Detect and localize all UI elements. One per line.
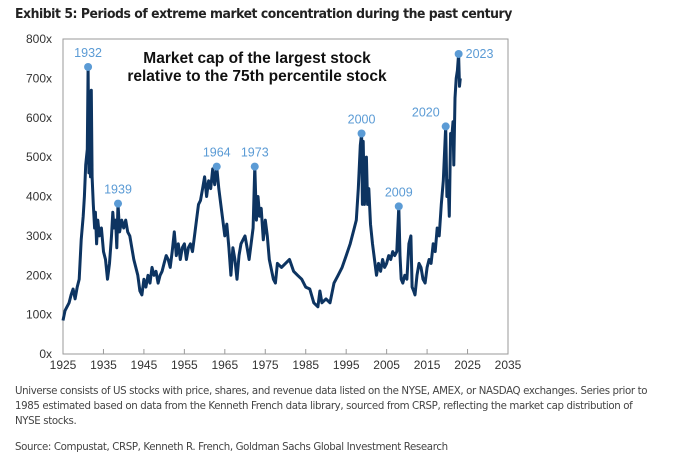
annotation-line-2: relative to the 75th percentile stock [127, 68, 387, 85]
footnote: Universe consists of US stocks with pric… [15, 384, 648, 427]
peak-label: 1932 [74, 46, 102, 60]
plot-frame [62, 38, 509, 355]
series-line [61, 52, 462, 321]
peak-label: 1939 [104, 183, 132, 197]
y-tick-label: 0x [39, 347, 52, 361]
peak-marker [441, 122, 450, 131]
x-tick-label: 2015 [414, 358, 441, 372]
x-tick-label: 1955 [171, 358, 198, 372]
peak-label: 2009 [385, 185, 413, 199]
x-tick-label: 1925 [50, 358, 77, 372]
peak-marker [250, 162, 259, 171]
x-tick-label: 2005 [373, 358, 400, 372]
y-tick-label: 100x [26, 308, 52, 322]
x-tick-label: 1935 [90, 358, 117, 372]
peak-label: 1964 [203, 146, 231, 160]
x-tick-label: 1995 [333, 358, 360, 372]
concentration-line-chart: 0x 100x 200x 300x 400x 500x 600x 700x 800x 1925 1… [26, 32, 522, 372]
peak-marker [212, 162, 221, 171]
y-tick-label: 500x [26, 150, 52, 164]
peak-marker [454, 49, 463, 58]
exhibit-title: Exhibit 5: Periods of extreme market con… [15, 6, 512, 22]
x-tick-label: 1975 [252, 358, 279, 372]
x-tick-label: 2025 [454, 358, 481, 372]
peak-marker [114, 199, 123, 208]
peak-label: 1973 [241, 146, 269, 160]
annotation-line-1: Market cap of the largest stock [143, 50, 371, 67]
peak-marker [84, 62, 93, 71]
peak-label: 2000 [348, 113, 376, 127]
source-note: Source: Compustat, CRSP, Kenneth R. Fren… [15, 440, 448, 453]
y-tick-label: 200x [26, 268, 52, 282]
x-tick-label: 1985 [292, 358, 319, 372]
peak-marker [357, 129, 366, 138]
peak-label: 2023 [466, 47, 494, 61]
y-tick-label: 800x [26, 32, 52, 46]
y-tick-label: 700x [26, 71, 52, 85]
x-tick-label: 1965 [211, 358, 238, 372]
y-tick-label: 300x [26, 229, 52, 243]
x-tick-label: 1945 [131, 358, 158, 372]
peak-label: 2020 [412, 105, 440, 119]
y-tick-label: 400x [26, 190, 52, 204]
x-tick-label: 2035 [495, 358, 522, 372]
peak-marker [394, 202, 403, 211]
y-tick-label: 600x [26, 111, 52, 125]
